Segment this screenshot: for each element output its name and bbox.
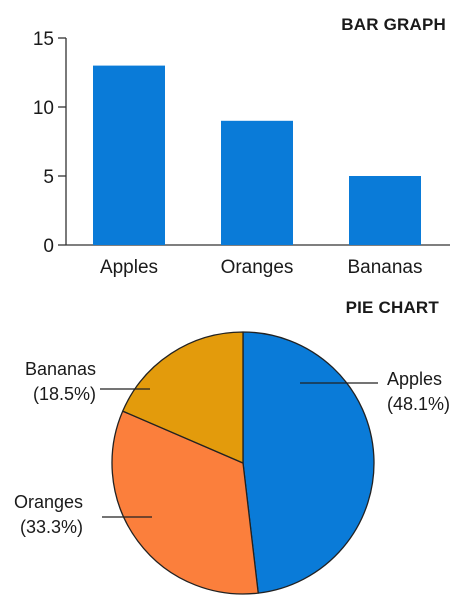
x-tick-label: Apples [100,257,158,278]
pie-chart-labels: Apples (48.1%) Oranges (33.3%) Bananas (18.5%… [14,359,450,537]
bar-chart: BAR GRAPH 0 5 10 15 Apples Oranges Bananas [33,15,450,278]
slice-label-percent: (48.1%) [387,394,450,414]
pie-chart: PIE CHART Apples (48.1%) Oranges (33.3%) Ban… [14,298,450,595]
x-tick-label: Oranges [221,257,294,278]
slice-label-name: Oranges [14,492,83,512]
slice-label-percent: (33.3%) [20,517,83,537]
y-tick-label: 0 [43,236,54,257]
bar-chart-y-ticks: 0 5 10 15 [33,29,66,257]
pie-slice-apples [242,331,375,594]
y-tick-label: 10 [33,98,54,119]
bar-chart-bars [93,65,421,245]
bar-oranges [221,120,293,245]
pie-chart-title: PIE CHART [346,298,440,317]
bar-apples [93,65,165,245]
pie-slice-bananas [122,331,244,464]
x-tick-label: Bananas [347,257,422,278]
bar-bananas [349,176,421,245]
y-tick-label: 5 [43,167,54,188]
slice-label-name: Apples [387,369,442,389]
y-tick-label: 15 [33,29,54,50]
bar-chart-title: BAR GRAPH [341,15,446,34]
pie-slice-oranges [111,410,259,595]
slice-label-name: Bananas [25,359,96,379]
pie-chart-leader-lines [100,382,378,518]
bar-chart-x-labels: Apples Oranges Bananas [100,257,423,278]
pie-chart-slices [111,331,375,595]
slice-label-percent: (18.5%) [33,384,96,404]
